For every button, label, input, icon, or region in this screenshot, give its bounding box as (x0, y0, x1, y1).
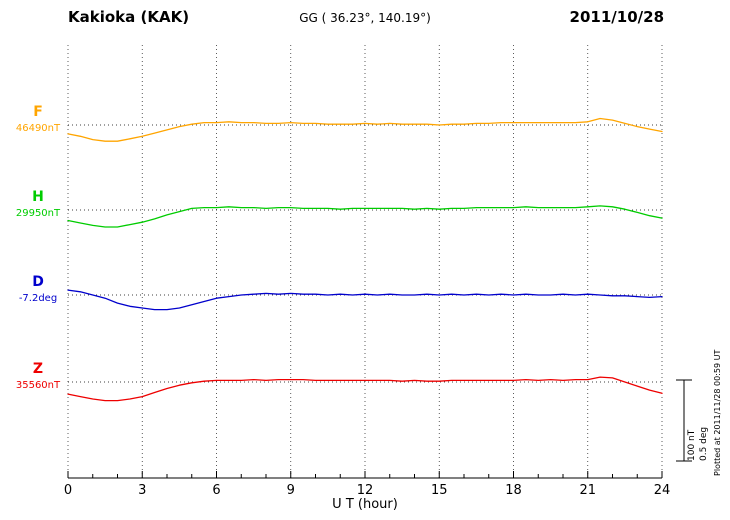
x-tick-label: 3 (138, 483, 146, 498)
trace-label-F: F 46490nT (10, 104, 66, 135)
x-tick-label: 6 (212, 483, 220, 498)
station-title: Kakioka (KAK) (68, 8, 190, 26)
trace-label-D: D -7.2deg (10, 274, 66, 305)
trace-label-Z: Z 35560nT (10, 361, 66, 392)
x-tick-label: 9 (287, 483, 295, 498)
trace-letter-Z: Z (32, 361, 44, 377)
trace-baseline-D: -7.2deg (18, 293, 58, 304)
x-tick-label: 21 (579, 483, 596, 498)
trace-F (67, 117, 663, 142)
trace-letter-H: H (32, 189, 44, 205)
trace-H (67, 205, 663, 228)
trace-baseline-H: 29950nT (15, 208, 61, 219)
trace-letter-D: D (32, 274, 44, 290)
x-tick-label: 0 (64, 483, 72, 498)
x-axis-label: U T (hour) (332, 497, 398, 512)
trace-baseline-F: 46490nT (15, 123, 61, 134)
x-tick-label: 18 (505, 483, 522, 498)
plotted-at-note: Plotted at 2011/11/28 00:59 UT (713, 349, 722, 476)
trace-label-H: H 29950nT (10, 189, 66, 220)
trace-baseline-Z: 35560nT (15, 380, 61, 391)
trace-letter-F: F (33, 104, 43, 120)
x-tick-label: 12 (357, 483, 374, 498)
scale-bar-label-nt: 100 nT (687, 429, 697, 461)
x-tick-label: 15 (431, 483, 448, 498)
x-tick-label: 24 (654, 483, 671, 498)
station-coordinates: GG ( 36.23°, 140.19°) (299, 11, 431, 25)
plot-date: 2011/10/28 (569, 8, 664, 26)
trace-Z (67, 376, 663, 402)
scale-bar-label-deg: 0.5 deg (699, 426, 709, 461)
trace-D (67, 289, 663, 311)
